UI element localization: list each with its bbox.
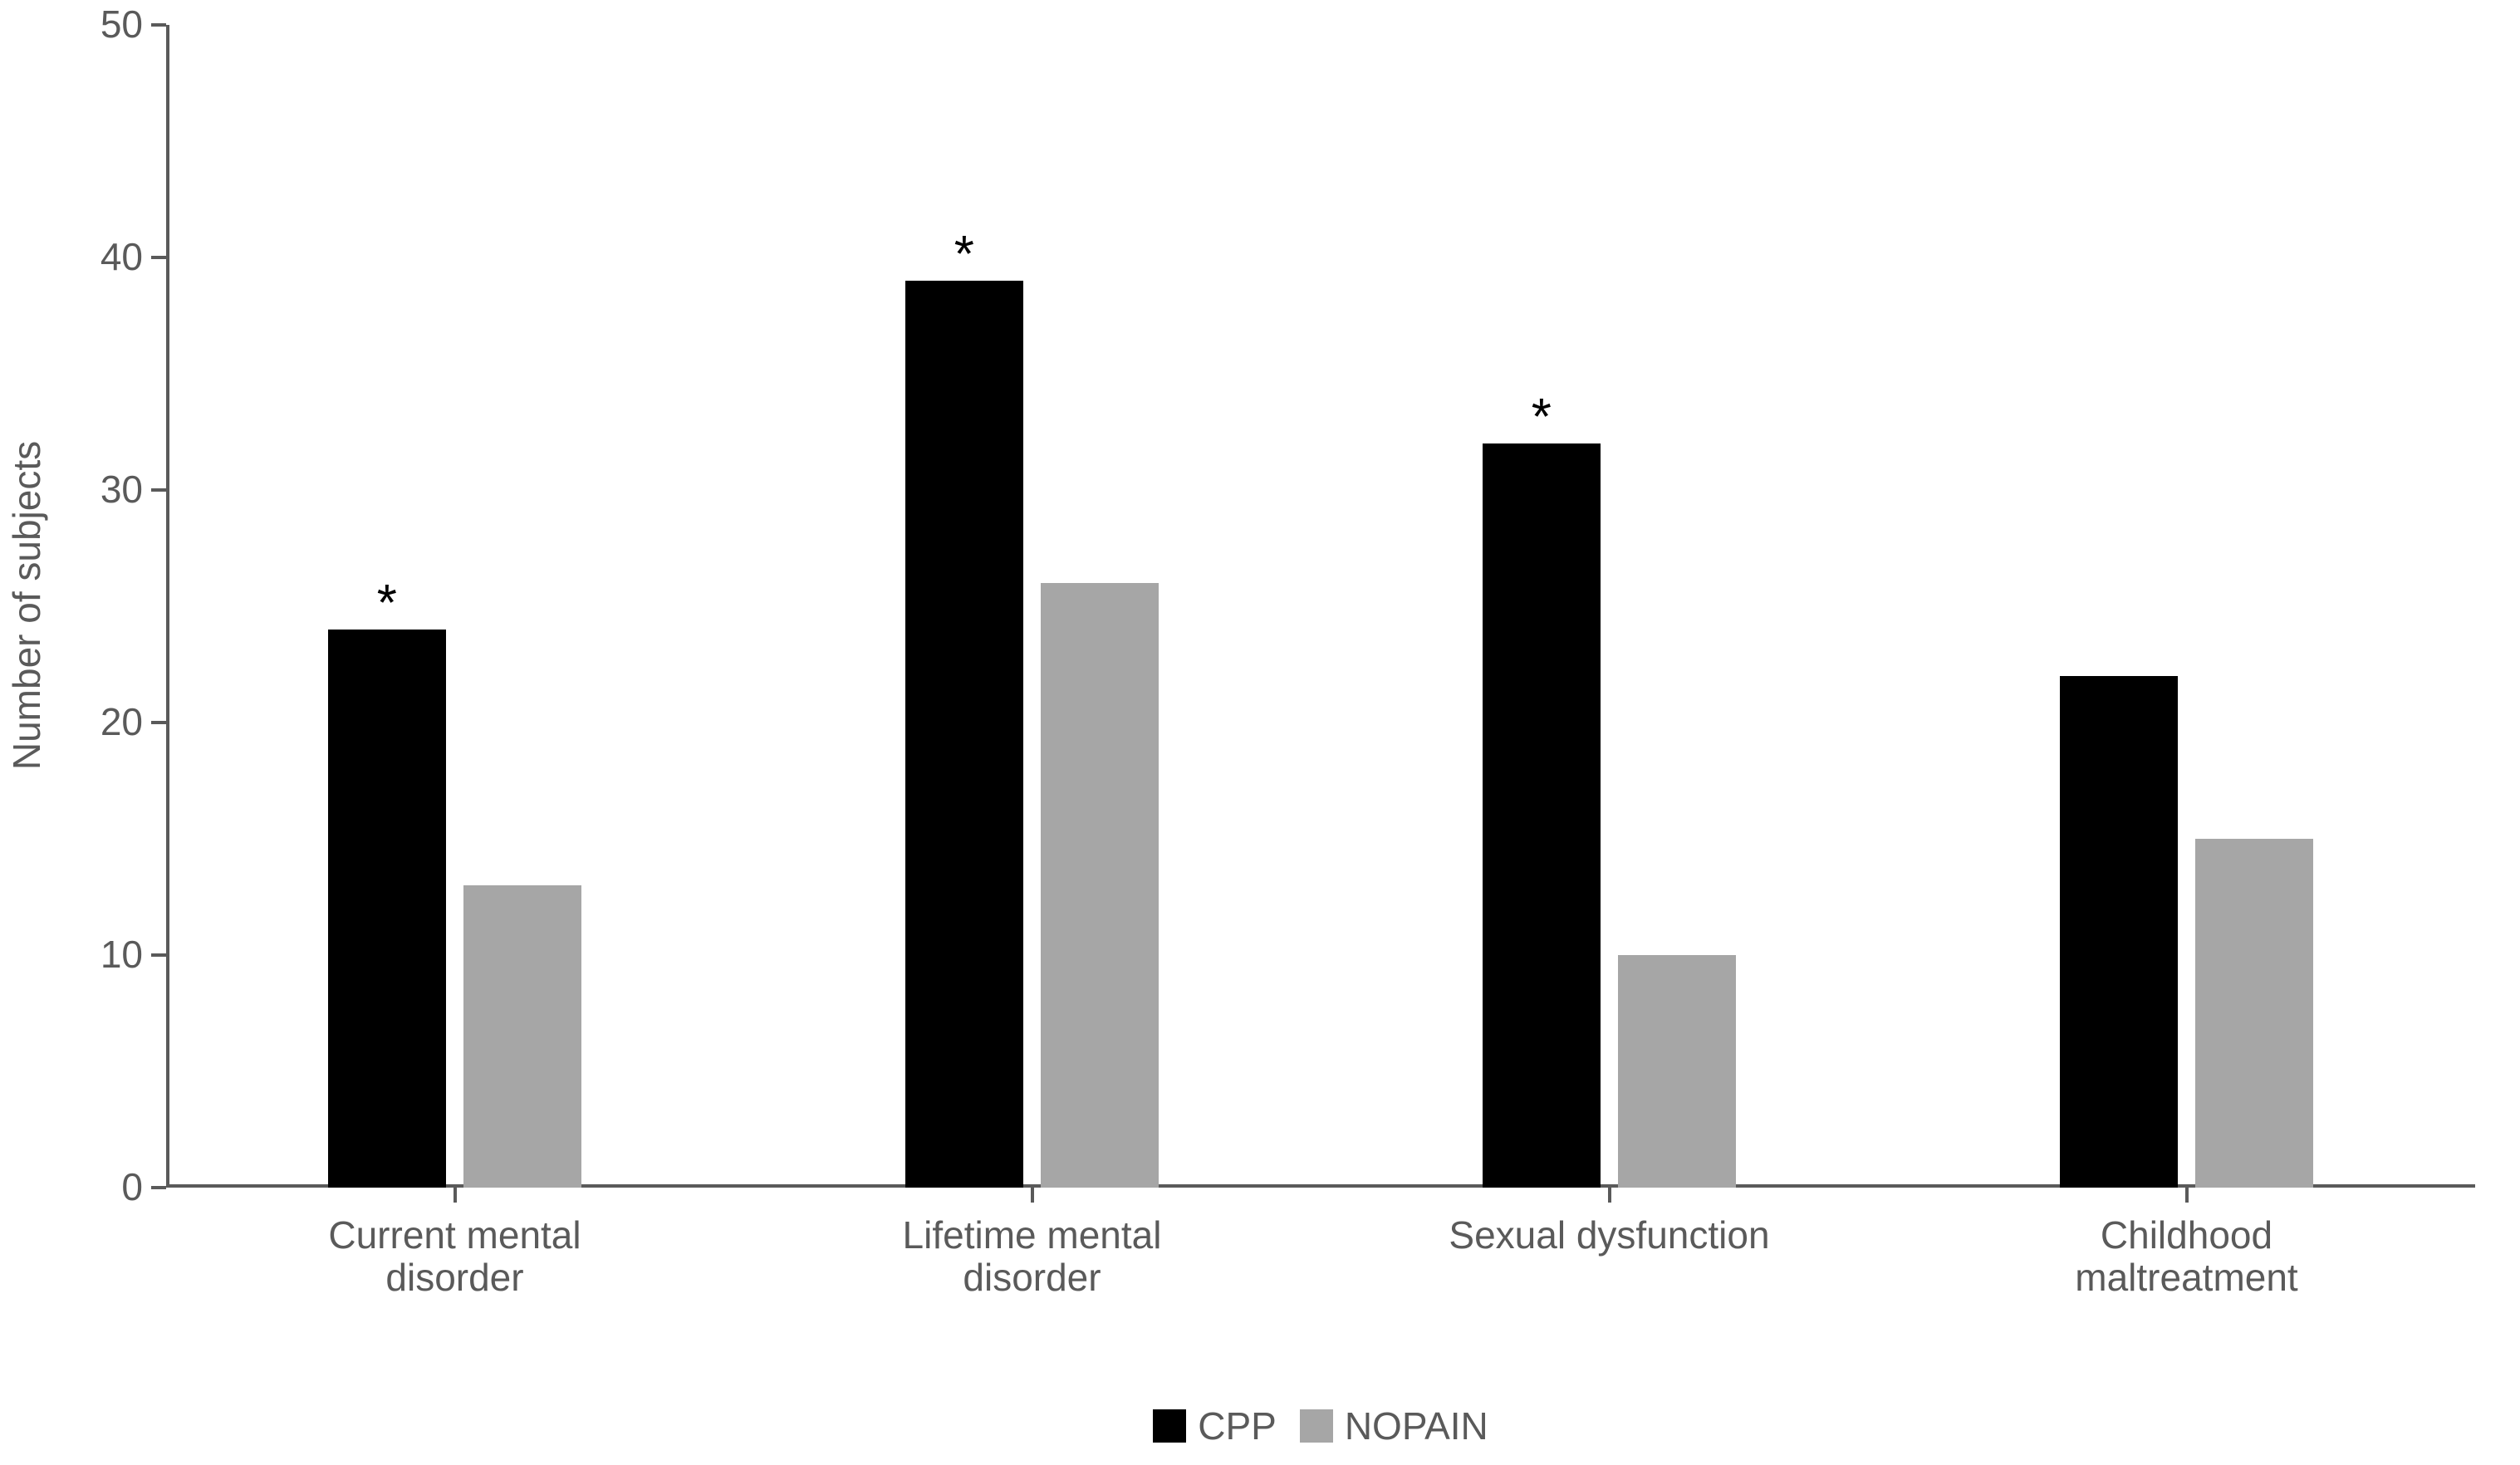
bar	[1618, 955, 1736, 1188]
bar	[463, 885, 581, 1188]
category-label: Current mentaldisorder	[180, 1214, 728, 1298]
legend-swatch	[1300, 1409, 1333, 1443]
y-tick	[151, 488, 166, 492]
category-label: Lifetime mentaldisorder	[757, 1214, 1306, 1298]
y-tick-label: 0	[68, 1164, 143, 1209]
category-label-line: disorder	[180, 1257, 728, 1299]
chart-container: Number of subjects CPP NOPAIN 0 10 20 30 40 50…	[0, 0, 2520, 1465]
y-tick	[151, 256, 166, 259]
y-axis-line	[166, 25, 169, 1188]
bar	[905, 281, 1023, 1188]
x-tick	[1031, 1188, 1034, 1203]
y-tick-label: 50	[68, 2, 143, 47]
y-tick	[151, 23, 166, 27]
legend-item: NOPAIN	[1300, 1404, 1488, 1448]
category-label: Childhoodmaltreatment	[1912, 1214, 2460, 1298]
category-label-line: maltreatment	[1912, 1257, 2460, 1299]
chart-legend: CPP NOPAIN	[0, 1404, 2520, 1448]
x-tick	[1608, 1188, 1611, 1203]
significance-marker: *	[905, 229, 1023, 281]
legend-label: NOPAIN	[1345, 1404, 1488, 1448]
y-tick-label: 40	[68, 234, 143, 279]
bar	[1041, 583, 1159, 1188]
y-axis-title: Number of subjects	[4, 356, 49, 855]
legend-item: CPP	[1153, 1404, 1277, 1448]
bar	[2195, 839, 2313, 1188]
category-label-line: Sexual dysfunction	[1335, 1214, 1883, 1257]
category-label-line: Current mental	[180, 1214, 728, 1257]
significance-marker: *	[328, 578, 446, 630]
bar	[1483, 443, 1601, 1188]
significance-marker: *	[1483, 392, 1601, 443]
category-label-line: Lifetime mental	[757, 1214, 1306, 1257]
category-label-line: Childhood	[1912, 1214, 2460, 1257]
bar	[2060, 676, 2178, 1188]
category-label: Sexual dysfunction	[1335, 1214, 1883, 1257]
y-tick	[151, 1186, 166, 1189]
bar	[328, 630, 446, 1188]
x-tick	[454, 1188, 457, 1203]
y-tick-label: 20	[68, 699, 143, 744]
y-tick	[151, 721, 166, 724]
y-tick-label: 30	[68, 467, 143, 512]
y-tick	[151, 953, 166, 957]
y-tick-label: 10	[68, 932, 143, 977]
category-label-line: disorder	[757, 1257, 1306, 1299]
x-tick	[2185, 1188, 2189, 1203]
legend-label: CPP	[1198, 1404, 1277, 1448]
legend-swatch	[1153, 1409, 1186, 1443]
